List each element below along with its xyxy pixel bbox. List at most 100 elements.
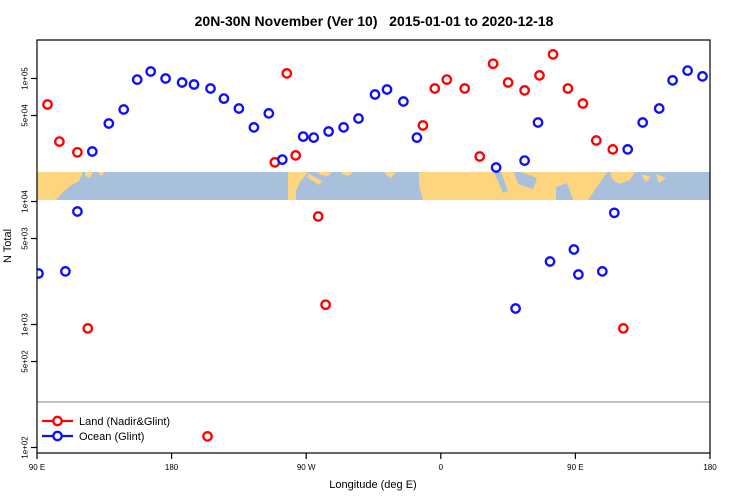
data-point-ocean	[510, 303, 521, 314]
map-ocean-persian-gulf	[514, 172, 537, 189]
data-point-land	[320, 299, 331, 311]
data-point-land	[202, 431, 213, 442]
data-point-land	[547, 49, 559, 60]
y-tick-label: 5e+02	[21, 350, 30, 373]
data-point-land	[441, 74, 453, 85]
y-tick-label: 5e+03	[21, 227, 30, 250]
legend-sample-marker	[52, 415, 63, 427]
data-point-land	[82, 323, 94, 334]
data-point-land	[577, 98, 589, 109]
x-axis-title: Longitude (deg E)	[329, 479, 416, 491]
map-land-cuba	[307, 174, 322, 185]
data-point-ocean	[297, 131, 309, 142]
data-point-ocean	[398, 96, 409, 107]
data-point-ocean	[622, 144, 634, 155]
map-ocean-red-sea	[494, 172, 508, 193]
data-point-ocean	[131, 74, 143, 85]
data-point-ocean	[532, 117, 544, 128]
data-point-ocean	[682, 65, 693, 76]
data-point-land	[590, 135, 602, 146]
data-point-land	[474, 151, 486, 162]
data-point-ocean	[176, 77, 188, 88]
data-point-ocean	[608, 207, 620, 219]
x-tick-label: 180	[165, 463, 179, 472]
data-point-ocean	[276, 154, 288, 165]
y-tick-label: 1e+04	[21, 190, 30, 213]
data-point-ocean	[653, 103, 665, 114]
x-tick-label: 90 E	[567, 463, 583, 472]
map-ocean-notches	[494, 172, 573, 200]
data-point-land	[281, 68, 293, 79]
x-tick-label: 0	[439, 463, 444, 472]
data-point-ocean	[338, 122, 349, 133]
data-point-land	[417, 120, 429, 131]
series-ocean	[37, 65, 708, 314]
data-point-ocean	[519, 155, 530, 166]
data-point-ocean	[103, 118, 115, 129]
data-point-ocean	[596, 266, 608, 277]
x-axis: 90 E 180 90 W 0 90 E 180	[29, 453, 717, 472]
legend-sample-marker	[52, 430, 63, 442]
map-land-island-b	[656, 174, 666, 183]
data-point-ocean	[637, 117, 649, 128]
map-ocean-india-west	[556, 183, 573, 200]
x-tick-label: 90 E	[29, 463, 45, 472]
map-land-china-coast	[610, 172, 635, 184]
data-point-ocean	[381, 84, 393, 95]
data-point-ocean	[60, 266, 71, 277]
data-point-ocean	[369, 89, 381, 100]
data-point-land	[617, 323, 629, 334]
data-point-land	[534, 70, 545, 81]
data-point-ocean	[411, 132, 423, 143]
data-point-ocean	[544, 256, 556, 267]
data-point-land	[42, 99, 53, 110]
map-land-island-a	[641, 174, 651, 182]
data-point-land	[519, 85, 530, 96]
data-point-land	[487, 58, 499, 70]
map-band	[37, 172, 710, 200]
data-point-ocean	[205, 83, 216, 94]
data-point-ocean	[86, 146, 98, 157]
map-land-speck	[98, 172, 105, 176]
data-point-ocean	[353, 113, 364, 124]
legend-item-label: Land (Nadir&Glint)	[79, 416, 170, 428]
data-point-land	[562, 83, 574, 94]
data-point-ocean	[308, 132, 320, 143]
data-point-ocean	[323, 126, 334, 137]
map-land-asia-west	[37, 172, 83, 200]
data-point-land	[72, 146, 83, 158]
data-point-ocean	[145, 66, 157, 77]
data-point-ocean	[263, 108, 275, 119]
data-point-ocean	[248, 122, 260, 133]
map-land-florida	[318, 172, 332, 176]
data-point-land	[459, 83, 471, 94]
data-point-land	[290, 150, 302, 161]
data-point-ocean	[573, 269, 584, 280]
map-land-bahamas	[341, 172, 353, 176]
x-tick-label: 90 W	[297, 463, 316, 472]
data-point-ocean	[218, 93, 230, 104]
data-point-ocean	[490, 162, 502, 173]
data-point-ocean	[37, 268, 44, 279]
data-point-ocean	[697, 71, 708, 82]
y-tick-label: 1e+02	[21, 436, 30, 459]
map-ocean-strip	[37, 172, 710, 200]
legend: Land (Nadir&Glint) Ocean (Glint)	[42, 415, 170, 443]
map-land-mexico	[288, 172, 308, 200]
data-point-ocean	[667, 75, 678, 86]
data-point-land	[607, 144, 619, 155]
legend-item-label: Ocean (Glint)	[79, 431, 144, 443]
data-point-ocean	[118, 104, 130, 115]
data-point-ocean	[188, 79, 200, 90]
x-tick-label: 180	[703, 463, 717, 472]
plot-border	[36, 39, 711, 454]
data-point-ocean	[233, 103, 245, 114]
y-tick-label: 1e+05	[21, 67, 30, 90]
chart-title: 20N-30N November (Ver 10) 2015-01-01 to …	[194, 13, 554, 29]
data-point-ocean	[160, 73, 171, 84]
y-axis-title: N Total	[2, 229, 14, 263]
data-point-land	[429, 83, 441, 94]
data-point-land	[54, 136, 65, 147]
